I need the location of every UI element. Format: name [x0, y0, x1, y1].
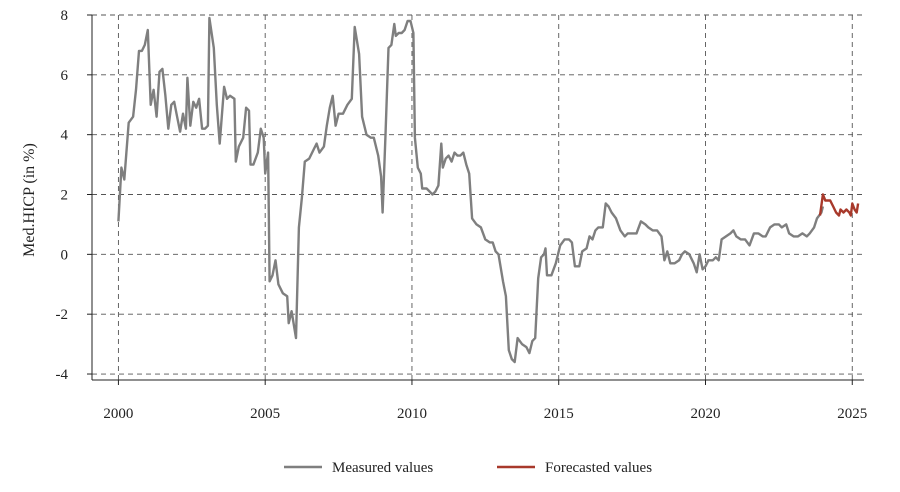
x-tick-label: 2020: [690, 406, 720, 422]
x-tick-labels: 2000 2005 2010 2015 2020 2025: [103, 380, 867, 422]
y-tick-label: 6: [61, 68, 69, 84]
y-tick-label: 4: [61, 128, 69, 144]
x-tick-label: 2005: [250, 406, 280, 422]
legend: Measured values Forecasted values: [284, 460, 652, 476]
x-tick-label: 2010: [397, 406, 427, 422]
x-tick-label: 2000: [103, 406, 133, 422]
grid: [92, 14, 864, 380]
series: [117, 16, 860, 364]
series-line-1: [818, 193, 860, 217]
y-tick-label: 0: [61, 247, 69, 263]
legend-label-0: Measured values: [332, 460, 433, 476]
axes: [91, 15, 864, 381]
y-axis-label: Med.HICP (in %): [21, 143, 38, 257]
y-tick-label: -4: [56, 367, 69, 383]
y-tick-label: -2: [56, 307, 69, 323]
y-tick-labels: 8 6 4 2 0 -2 -4: [56, 8, 92, 383]
legend-label-1: Forecasted values: [545, 460, 652, 476]
y-tick-label: 2: [61, 188, 69, 204]
y-tick-label: 8: [61, 8, 69, 24]
series-line-0: [117, 16, 825, 364]
x-tick-label: 2015: [544, 406, 574, 422]
x-tick-label: 2025: [837, 406, 867, 422]
